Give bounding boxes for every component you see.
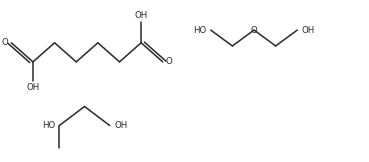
Text: OH: OH [26,83,39,92]
Text: HO: HO [193,26,206,35]
Text: O: O [166,57,172,66]
Text: OH: OH [301,26,315,35]
Text: O: O [251,26,258,35]
Text: OH: OH [114,121,127,130]
Text: O: O [2,38,8,47]
Text: OH: OH [135,12,148,21]
Text: HO: HO [42,121,55,130]
